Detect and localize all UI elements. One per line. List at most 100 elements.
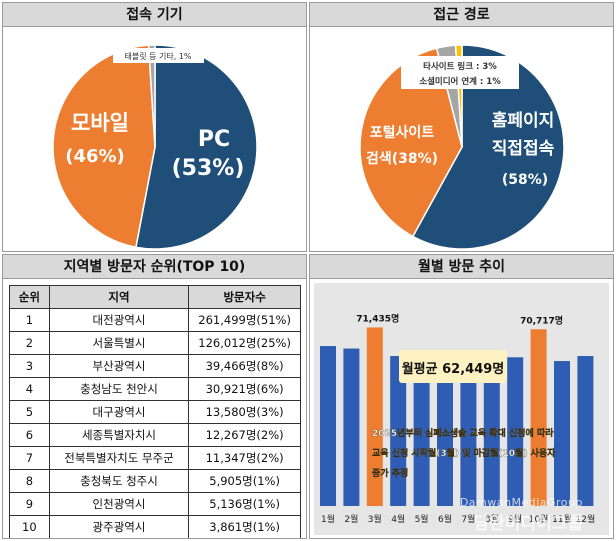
device-panel: 접속 기기 PC (53%) 모바일 (46%) 태블릿 등 기타, 1% [2, 2, 307, 252]
table-row: 10 광주광역시 3,861명(1%) [9, 515, 301, 538]
rank-cell: 3 [9, 354, 50, 378]
rank-cell: 10 [9, 515, 50, 538]
visitors-cell: 12,267명(2%) [188, 423, 301, 447]
region-table-header: 순위 지역 방문자수 [9, 285, 301, 309]
tick-label: 12월 [576, 513, 596, 525]
region-cell: 대전광역시 [48, 308, 190, 332]
rank-cell: 1 [9, 308, 50, 332]
data-label: 70,717명 [520, 314, 563, 326]
tick-label: 1월 [321, 513, 335, 525]
table-row: 2 서울특별시 126,012명(25%) [9, 331, 301, 355]
pie-label-other-box [401, 56, 519, 89]
table-row: 3 부산광역시 39,466명(8%) [9, 354, 301, 378]
region-table: 순위 지역 방문자수 1 대전광역시 261,499명(51%) 2 서울특별시 126,… [9, 285, 301, 538]
device-panel-title: 접속 기기 [3, 3, 306, 27]
visitors-cell: 13,580명(3%) [188, 400, 301, 424]
tick-label: 7월 [461, 513, 475, 525]
note-line: 증가 추정 [372, 467, 408, 479]
watermark-ko: 담완미디어그룹 [473, 514, 583, 534]
watermark: DamwanMediaGroup 담완미디어그룹 [460, 496, 583, 534]
data-label: 71,435명 [356, 312, 399, 324]
pie-label-homepage-pct: (58%) [502, 172, 548, 188]
visitors-cell: 261,499명(51%) [188, 308, 301, 332]
region-cell: 전북특별자치도 무주군 [48, 446, 190, 470]
tick-label: 8월 [485, 513, 499, 525]
rank-cell: 9 [9, 492, 50, 516]
bar-1월 [320, 346, 336, 506]
region-cell: 광주광역시 [48, 515, 190, 538]
pie-label-portal: 포털사이트 [370, 124, 435, 141]
pie-label-social: 소셜미디어 연계 : 1% [419, 76, 501, 87]
visitors-cell: 5,136명(1%) [188, 492, 301, 516]
monthly-bar-chart: 1월 2월 3월 71,435명 4월 5월 6월 7월 8월 9월 10월 70,717명 11월 12… [320, 312, 596, 525]
rank-cell: 4 [9, 377, 50, 401]
pie-label-homepage-2: 직접접속 [492, 139, 555, 159]
region-cell: 충청북도 청주시 [48, 469, 190, 493]
rank-cell: 8 [9, 469, 50, 493]
device-pie-chart: PC (53%) 모바일 (46%) 태블릿 등 기타, 1% [52, 44, 258, 250]
pie-label-othersite: 타사이트 링크 : 3% [423, 61, 497, 72]
bar-5월 [413, 359, 430, 506]
header-rank: 순위 [9, 285, 50, 309]
tick-label: 9월 [508, 513, 522, 525]
path-panel-title: 접근 경로 [310, 3, 613, 27]
rank-cell: 5 [9, 400, 50, 424]
tick-label: 3월 [368, 513, 382, 525]
rank-cell: 6 [9, 423, 50, 447]
table-row: 1 대전광역시 261,499명(51%) [9, 308, 301, 332]
region-cell: 세종특별자치시 [48, 423, 190, 447]
table-row: 8 충청북도 청주시 5,905명(1%) [9, 469, 301, 493]
bar-11월 [554, 361, 570, 506]
bar-3월 [366, 327, 383, 506]
region-cell: 서울특별시 [48, 331, 190, 355]
bar-4월 [390, 356, 407, 506]
visitors-cell: 3,861명(1%) [188, 515, 301, 538]
region-cell: 인천광역시 [48, 492, 190, 516]
table-row: 6 세종특별자치시 12,267명(2%) [9, 423, 301, 447]
region-cell: 부산광역시 [48, 354, 190, 378]
note-line: 2025년부터 심폐소생술 교육 확대 신청에 따라 [372, 427, 554, 439]
tick-label: 10월 [529, 513, 549, 525]
pie-label-other-box [113, 48, 204, 63]
tick-label: 4월 [391, 513, 405, 525]
region-panel-title: 지역별 방문자 순위(TOP 10) [3, 255, 306, 279]
pie-slice-1 [52, 44, 156, 249]
tick-label: 6월 [438, 513, 452, 525]
visitors-cell: 5,905명(1%) [188, 469, 301, 493]
pie-label-homepage: 홈페이지 [492, 110, 555, 131]
bar-6월 [437, 359, 453, 506]
bar-2월 [343, 348, 360, 506]
table-row: 9 인천광역시 5,136명(1%) [9, 492, 301, 516]
pie-label-mobile: 모바일 [71, 111, 129, 135]
bar-10월 [530, 329, 547, 506]
pie-label-pc-pct: (53%) [172, 156, 245, 181]
visitors-cell: 126,012명(25%) [188, 331, 301, 355]
note-line: 교육 신청 시작월(3월) 및 마감월(10월) 사용자 [372, 447, 556, 459]
pie-label-pc: PC [198, 127, 230, 152]
tick-label: 2월 [344, 513, 358, 525]
bar-7월 [460, 359, 477, 506]
pie-label-mobile-pct: (46%) [65, 146, 125, 167]
visitors-cell: 11,347명(2%) [188, 446, 301, 470]
table-row: 4 충청남도 천안시 30,921명(6%) [9, 377, 301, 401]
average-label: 월평균 62,449명 [402, 361, 505, 377]
watermark-en: DamwanMediaGroup [459, 496, 583, 509]
monthly-panel-title: 월별 방문 추이 [310, 255, 613, 279]
region-panel: 지역별 방문자 순위(TOP 10) 순위 지역 방문자수 1 대전광역시 261,… [2, 254, 307, 539]
bar-8월 [483, 359, 500, 506]
table-row: 7 전북특별자치도 무주군 11,347명(2%) [9, 446, 301, 470]
header-visitors: 방문자수 [188, 285, 301, 309]
rank-cell: 2 [9, 331, 50, 355]
pie-label-other: 태블릿 등 기타, 1% [124, 51, 191, 61]
rank-cell: 7 [9, 446, 50, 470]
monthly-panel: 월별 방문 추이 1월 2월 3월 71,435명 4월 5월 6월 7월 8월 9월 10월 70,… [309, 254, 614, 539]
visitors-cell: 39,466명(8%) [188, 354, 301, 378]
tick-label: 5월 [415, 513, 429, 525]
average-box [399, 350, 507, 383]
visitors-cell: 30,921명(6%) [188, 377, 301, 401]
bar-12월 [577, 356, 594, 506]
pie-label-portal-2: 검색(38%) [366, 150, 438, 167]
region-cell: 충청남도 천안시 [48, 377, 190, 401]
